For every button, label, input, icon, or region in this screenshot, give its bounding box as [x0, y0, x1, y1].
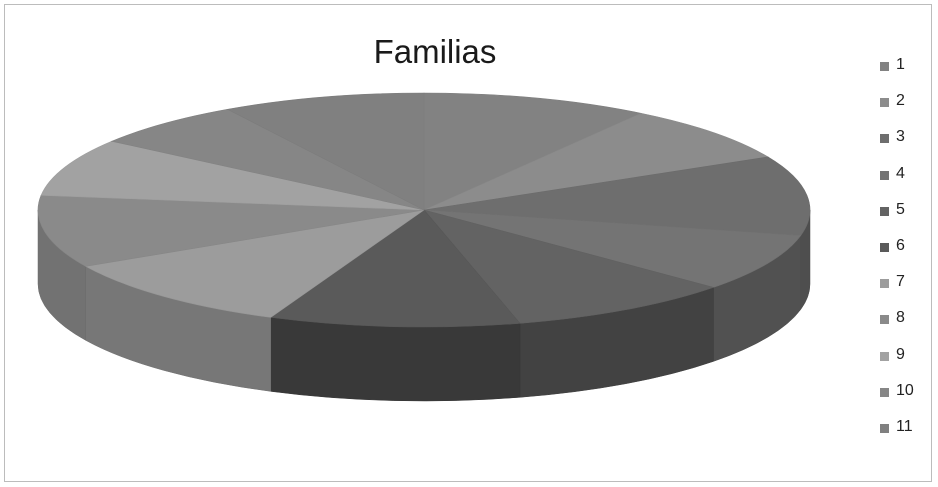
legend-swatch: [880, 242, 889, 252]
pie-slice-4: [423, 209, 802, 288]
legend-swatch: [880, 351, 889, 361]
pie-slice-3: [423, 156, 811, 236]
legend-item-11: 11: [877, 417, 937, 457]
pie-slice-2: [423, 112, 769, 211]
pie-side-walls: [37, 209, 811, 402]
legend-label: 6: [896, 236, 905, 254]
legend-item-10: 10: [877, 381, 937, 421]
legend-label: 9: [896, 345, 905, 363]
pie-slice-6: [269, 209, 521, 328]
legend-label: 5: [896, 200, 905, 218]
legend-label: 2: [896, 92, 905, 110]
legend-item-6: 6: [877, 236, 937, 276]
legend-swatch: [880, 98, 889, 108]
legend-swatch: [880, 423, 889, 433]
legend-swatch: [880, 387, 889, 397]
legend-item-7: 7: [877, 273, 937, 312]
legend-swatch: [880, 279, 889, 289]
pie-slice-7: [84, 209, 425, 318]
legend-swatch: [880, 62, 889, 71]
pie-slice-11: [226, 92, 425, 211]
legend-label: 1: [896, 56, 905, 73]
legend-swatch: [880, 206, 889, 216]
legend-label: 7: [896, 273, 905, 291]
legend: 1 2 3 4 5 6 7 8 9 10 11: [877, 56, 937, 457]
legend-item-3: 3: [877, 128, 937, 167]
legend-item-4: 4: [877, 164, 937, 204]
legend-label: 3: [896, 128, 905, 146]
legend-swatch: [880, 134, 889, 144]
chart-title: Familias: [373, 33, 497, 70]
pie-top-faces: [37, 92, 811, 328]
pie-slice-10: [110, 108, 425, 211]
legend-label: 8: [896, 309, 905, 327]
pie-side-6: [270, 317, 521, 402]
pie-chart: [37, 92, 811, 402]
legend-item-5: 5: [877, 200, 937, 240]
legend-label: 11: [896, 417, 913, 435]
chart-area: Familias 1 2 3 4 5 6 7 8 9 10 11: [4, 4, 932, 482]
legend-item-9: 9: [877, 345, 937, 385]
legend-item-1: 1: [877, 56, 937, 95]
legend-item-8: 8: [877, 309, 937, 348]
legend-label: 10: [896, 381, 914, 399]
legend-swatch: [880, 170, 889, 180]
legend-swatch: [880, 315, 889, 325]
legend-label: 4: [896, 164, 905, 182]
pie-slice-1: [423, 92, 642, 211]
pie-slice-8: [37, 195, 425, 267]
pie-slice-9: [40, 140, 425, 211]
legend-item-2: 2: [877, 92, 937, 131]
